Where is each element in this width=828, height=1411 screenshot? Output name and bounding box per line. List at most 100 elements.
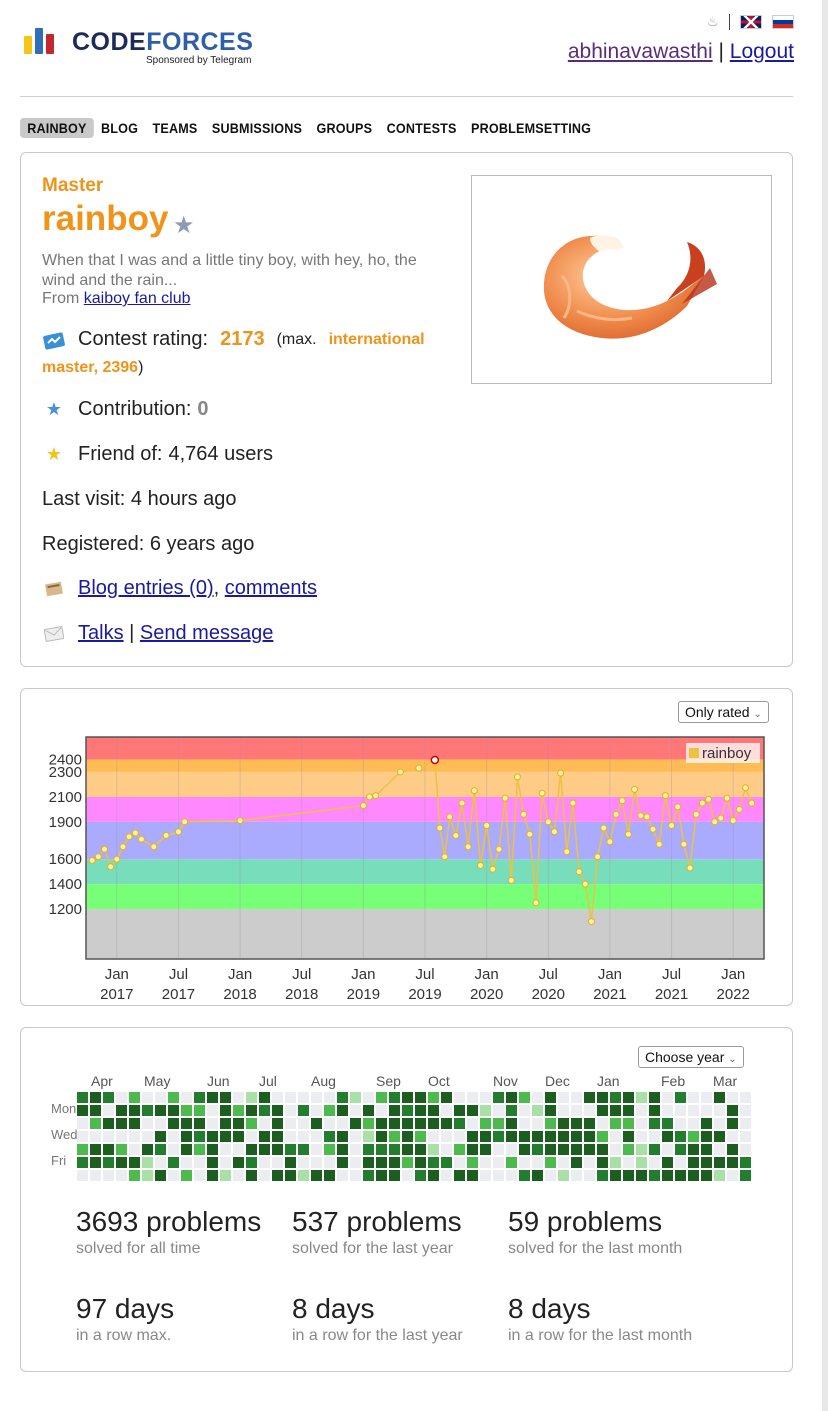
y-tick-label: 1600 [49,851,82,868]
contribution-row: ★ Contribution: 0 [42,398,209,421]
heatmap-cell [623,1118,634,1129]
heatmap-cell [558,1170,569,1181]
heatmap-cell [571,1092,582,1103]
menu-item-problemsetting[interactable]: PROBLEMSETTING [471,120,592,136]
heatmap-cell [467,1157,478,1168]
divider [729,14,730,30]
heatmap-cell [571,1118,582,1129]
heatmap-cell [298,1170,309,1181]
scrollbar[interactable] [822,0,828,1411]
menu-item-submissions[interactable]: SUBMISSIONS [211,120,303,136]
heatmap-cell [285,1105,296,1116]
stat-caption: solved for the last month [508,1240,683,1257]
talks-row: Talks | Send message [42,622,273,645]
heatmap-cell [493,1144,504,1155]
heatmap-cell [727,1144,738,1155]
heatmap-cell [77,1157,88,1168]
blog-entries-link[interactable]: Blog entries (0) [78,577,214,599]
rating-point [150,843,158,851]
rating-point [705,795,713,803]
chevron-down-icon: ⌄ [728,1054,737,1065]
heatmap-cell [662,1105,673,1116]
rating-filter-select[interactable]: Only rated ⌄ [678,701,769,723]
heatmap-cell [194,1131,205,1142]
menu-item-teams[interactable]: TEAMS [152,120,198,136]
heatmap-cell [272,1144,283,1155]
heatmap-cell [493,1105,504,1116]
rating-point [581,880,589,888]
rating-point [532,899,540,907]
add-friend-star-icon[interactable]: ★ [173,212,195,239]
heatmap-cell [675,1144,686,1155]
rating-band [86,796,764,822]
comments-link[interactable]: comments [224,577,317,599]
heatmap-cell [298,1118,309,1129]
day-label: Mon [51,1101,76,1116]
rating-point [436,824,444,832]
heatmap-cell [441,1131,452,1142]
organization-link[interactable]: kaiboy fan club [83,290,191,307]
send-message-link[interactable]: Send message [139,622,274,644]
x-tick-label: 2018 [285,986,318,1003]
heatmap-cell [90,1170,101,1181]
current-user-link[interactable]: abhinavawasthi [567,40,713,63]
menu-item-contests[interactable]: CONTESTS [386,120,457,136]
heatmap-cell [168,1157,179,1168]
rating-point [501,794,509,802]
heatmap-cell [142,1105,153,1116]
rating-point [544,818,552,826]
heatmap-cell [415,1170,426,1181]
year-select[interactable]: Choose year ⌄ [638,1046,744,1068]
codeforces-logo[interactable]: CODEFORCES Sponsored by Telegram [24,26,284,70]
y-tick-label: 1400 [49,876,82,893]
heatmap-cell [129,1118,140,1129]
heatmap-cell [597,1157,608,1168]
y-tick-label: 1900 [49,814,82,831]
heatmap-cell [168,1144,179,1155]
stat-caption: solved for all time [76,1240,201,1257]
rating-point [723,794,731,802]
heatmap-cell [103,1131,114,1142]
heatmap-cell [168,1105,179,1116]
heatmap-cell [350,1131,361,1142]
heatmap-cell [428,1157,439,1168]
heatmap-cell [558,1131,569,1142]
rating-point [359,802,367,810]
heatmap-cell [714,1157,725,1168]
heatmap-cell [155,1105,166,1116]
shrimp-image [543,235,717,339]
x-tick-label: Jan [228,966,252,983]
menu-item-groups[interactable]: GROUPS [316,120,373,136]
heatmap-cell [441,1144,452,1155]
notification-bell-icon[interactable]: ♨ [707,14,719,29]
heatmap-cell [233,1118,244,1129]
heatmap-cell [597,1131,608,1142]
heatmap-cell [649,1131,660,1142]
heatmap-cell [337,1118,348,1129]
rating-point [131,829,139,837]
stat-streak-max: 97 days in a row max. [76,1293,174,1345]
heatmap-cell [740,1092,751,1103]
heatmap-cell [649,1092,660,1103]
max-rank-value: master, 2396 [42,359,139,376]
month-label: May [144,1073,170,1089]
russian-flag-icon[interactable] [772,15,794,29]
menu-item-rainboy[interactable]: RAINBOY [20,118,94,138]
stat-value: 97 days [76,1293,175,1324]
heatmap-cell [649,1170,660,1181]
month-label: Feb [661,1073,685,1089]
stat-value: 8 days [508,1293,591,1324]
heatmap-cell [220,1131,231,1142]
logout-link[interactable]: Logout [729,40,794,63]
heatmap-cell [558,1105,569,1116]
user-links: abhinavawasthi | Logout [568,40,794,64]
day-label: Fri [51,1153,66,1168]
menu-item-blog[interactable]: BLOG [100,120,139,136]
heatmap-cell [701,1105,712,1116]
heatmap-cell [194,1157,205,1168]
english-flag-icon[interactable] [740,15,762,29]
heatmap-cell [285,1170,296,1181]
rating-point [100,845,108,853]
talks-link[interactable]: Talks [78,622,124,644]
year-select-value: Choose year [645,1049,725,1065]
